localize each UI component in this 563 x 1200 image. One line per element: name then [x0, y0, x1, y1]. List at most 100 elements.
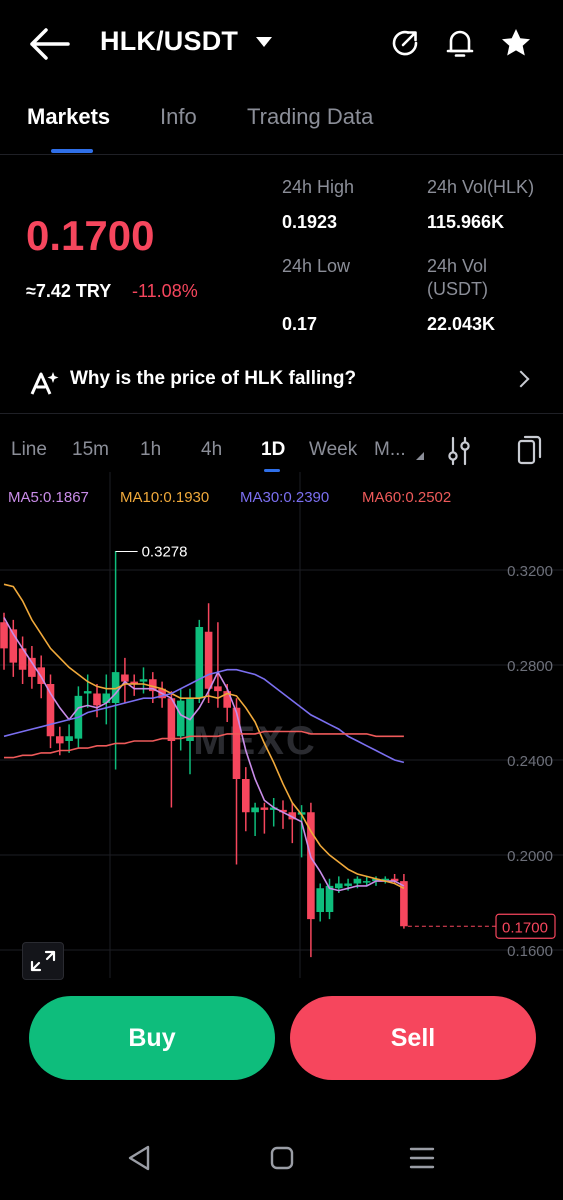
candle-body	[46, 684, 55, 737]
candle-body	[232, 707, 241, 779]
candle-body	[83, 691, 92, 694]
caret-down-icon[interactable]	[256, 37, 272, 47]
candle-body	[93, 693, 101, 706]
system-nav-bar	[0, 1120, 563, 1200]
candle-body	[56, 736, 64, 744]
interval-active-indicator	[264, 469, 280, 472]
y-tick-label: 0.3200	[507, 563, 553, 580]
nav-back-icon[interactable]	[126, 1144, 152, 1172]
back-arrow-icon[interactable]	[28, 26, 72, 62]
kline-chart[interactable]: MEXC 0.3200 0.2800 0.2400 0.2000 0.1600 0.3278…	[0, 472, 563, 978]
candle-body	[139, 679, 148, 682]
vol-base-value: 115.966K	[427, 212, 505, 232]
nav-home-icon[interactable]	[269, 1145, 295, 1171]
candle-body	[121, 674, 129, 682]
candle-body	[176, 700, 185, 737]
interval-line[interactable]: Line	[11, 439, 47, 460]
candle-body	[204, 631, 213, 689]
interval-more[interactable]: M...	[374, 439, 406, 460]
vol-quote-label: 24h Vol (USDT)	[427, 256, 488, 299]
candle-body	[325, 885, 334, 912]
ma60-line	[4, 730, 404, 759]
tab-info[interactable]: Info	[160, 104, 197, 129]
tab-markets[interactable]: Markets	[27, 104, 111, 129]
candle-body	[130, 681, 138, 684]
chevron-right-icon	[512, 370, 530, 388]
watermark: MEXC	[193, 719, 317, 763]
indicator-settings-icon[interactable]	[447, 436, 471, 466]
current-price-tag	[495, 913, 556, 939]
fiat-price: ≈7.42 TRY	[26, 281, 112, 301]
interval-1h[interactable]: 1h	[140, 439, 162, 460]
tab-bar: Markets Info Trading Data	[0, 96, 563, 155]
candle-body	[316, 888, 324, 912]
high-value: 0.1923	[282, 212, 338, 232]
ma30-label: MA30:0.2390	[240, 489, 330, 506]
expand-icon	[30, 950, 56, 972]
candle-body	[242, 779, 250, 813]
candle-body	[307, 812, 315, 920]
current-price-label: 0.1700	[502, 919, 548, 936]
candle-body	[269, 807, 278, 810]
share-icon[interactable]	[388, 26, 422, 60]
max-price-label: 0.3278	[142, 543, 188, 560]
candle-body	[344, 883, 352, 886]
candle-body	[223, 691, 231, 708]
candle-body	[335, 883, 343, 889]
star-icon[interactable]	[499, 26, 533, 60]
ma5-line	[3, 617, 405, 892]
candle-body	[251, 807, 259, 813]
candle-body	[111, 672, 120, 703]
pair-title[interactable]: HLK/USDT	[100, 26, 239, 56]
candle-body	[28, 657, 36, 677]
candle-body	[372, 878, 380, 882]
high-label: 24h High	[282, 177, 355, 197]
low-value: 0.17	[282, 314, 318, 334]
vol-quote-value: 22.043K	[427, 314, 496, 334]
candle-body	[400, 881, 408, 927]
candle-body	[9, 629, 18, 663]
ma60-label: MA60:0.2502	[362, 489, 452, 506]
ai-insight-icon	[30, 372, 59, 395]
interval-4h[interactable]: 4h	[201, 439, 223, 460]
interval-week[interactable]: Week	[309, 439, 358, 460]
candle-body	[260, 807, 269, 810]
candle-body	[390, 878, 399, 882]
ma10-label: MA10:0.1930	[120, 489, 210, 506]
candle-body	[65, 736, 73, 741]
sell-button[interactable]: Sell	[290, 996, 536, 1080]
fullscreen-button[interactable]	[22, 942, 64, 980]
y-tick-label: 0.2000	[507, 848, 553, 865]
candle-body	[353, 878, 362, 884]
y-tick-label: 0.2800	[507, 658, 553, 675]
price-change-percent: -11.08%	[132, 281, 198, 301]
candle-body	[279, 809, 287, 813]
candle-body	[167, 698, 176, 741]
candle-body	[214, 686, 222, 692]
candle-body	[288, 812, 297, 820]
candle-body	[149, 679, 157, 692]
candle-body	[381, 878, 390, 881]
tab-trading-data[interactable]: Trading Data	[247, 104, 374, 129]
interval-bar: Line 15m 1h 4h 1D Week M...	[0, 428, 563, 476]
vol-base-label: 24h Vol(HLK)	[427, 177, 535, 197]
landscape-mode-icon[interactable]	[515, 434, 545, 466]
buy-button[interactable]: Buy	[29, 996, 275, 1080]
nav-recents-icon[interactable]	[409, 1146, 435, 1170]
candle-body	[18, 648, 27, 670]
candle-body	[102, 693, 111, 703]
ma5-label: MA5:0.1867	[8, 489, 89, 506]
last-price: 0.1700	[26, 212, 155, 259]
candle-body	[362, 881, 371, 883]
interval-15m[interactable]: 15m	[72, 439, 109, 460]
caret-icon	[416, 452, 424, 460]
y-tick-label: 0.2400	[507, 753, 553, 770]
price-reason-row[interactable]: Why is the price of HLK falling?	[0, 355, 563, 414]
interval-1d[interactable]: 1D	[261, 439, 286, 460]
candle-body	[0, 622, 8, 649]
bell-icon[interactable]	[443, 26, 477, 60]
low-label: 24h Low	[282, 256, 351, 276]
tab-active-indicator	[51, 149, 93, 153]
y-tick-label: 0.1600	[507, 943, 553, 960]
header-bar: HLK/USDT	[0, 0, 563, 88]
